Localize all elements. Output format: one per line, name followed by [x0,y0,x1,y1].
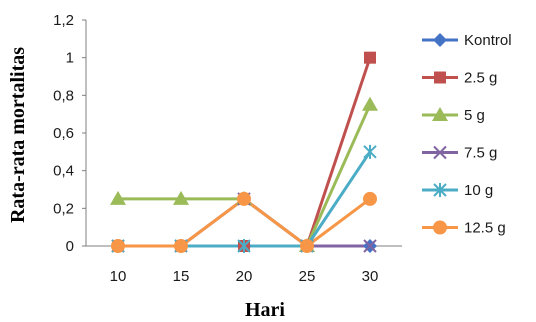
legend-item-2-5-g: 2.5 g [422,70,497,87]
data-point-10-g [363,144,377,159]
legend-swatch-marker [433,183,447,197]
x-tick-label: 30 [362,268,379,285]
legend-item-12-5-g: 12.5 g [422,220,506,237]
x-tick-label: 25 [299,268,316,285]
data-point-12-5-g [174,239,188,253]
legend-swatch-marker [433,145,447,160]
data-point-10-g [237,239,251,253]
data-point-5-g [362,96,378,111]
legend-label: 5 g [464,107,485,124]
data-point-5-g [110,190,126,205]
series-line-2-5-g [118,57,372,248]
x-tick-label: 15 [173,268,190,285]
data-point-7-5-g [363,239,377,253]
legend-swatch-marker [434,71,446,84]
y-tick-label: 0,4 [53,163,74,180]
y-axis-title: Rata-rata mortalitas [7,47,29,223]
legend-label: Kontrol [464,32,512,49]
y-tick-label: 0,2 [53,200,74,217]
legend-label: 2.5 g [464,70,497,87]
data-point-5-g [173,190,189,205]
y-tick-label: 0 [66,238,74,255]
x-axis-title: Hari [245,299,285,321]
y-tick-labels: 0 0,2 0,4 0,6 0,8 1 1,2 [53,12,86,255]
data-point-12-5-g [111,239,125,253]
y-tick-label: 1 [66,50,74,67]
data-point-12-5-g [363,191,377,206]
series-markers [110,51,378,253]
legend-item-5-g: 5 g [422,107,485,124]
series-lines [118,57,372,248]
legend-swatch-marker [432,107,448,121]
legend: Kontrol 2.5 g 5 g 7.5 g 10 g 12.5 g [422,32,512,237]
y-tick-label: 0,6 [53,125,74,142]
y-tick-label: 1,2 [53,12,74,29]
x-tick-labels: 10 15 20 25 30 [110,268,379,285]
y-tick-label: 0,8 [53,87,74,104]
legend-item-kontrol: Kontrol [422,32,512,49]
legend-swatch-marker [433,220,447,235]
legend-label: 7.5 g [464,145,497,162]
data-point-12-5-g [237,191,251,206]
x-tick-label: 20 [236,268,253,285]
x-tick-label: 10 [110,268,127,285]
legend-label: 10 g [464,182,493,199]
legend-swatch-marker [433,33,447,47]
legend-item-10-g: 10 g [422,182,493,199]
legend-item-7-5-g: 7.5 g [422,145,497,162]
data-point-12-5-g [300,239,314,253]
data-point-2-5-g [364,51,376,64]
legend-label: 12.5 g [464,220,506,237]
